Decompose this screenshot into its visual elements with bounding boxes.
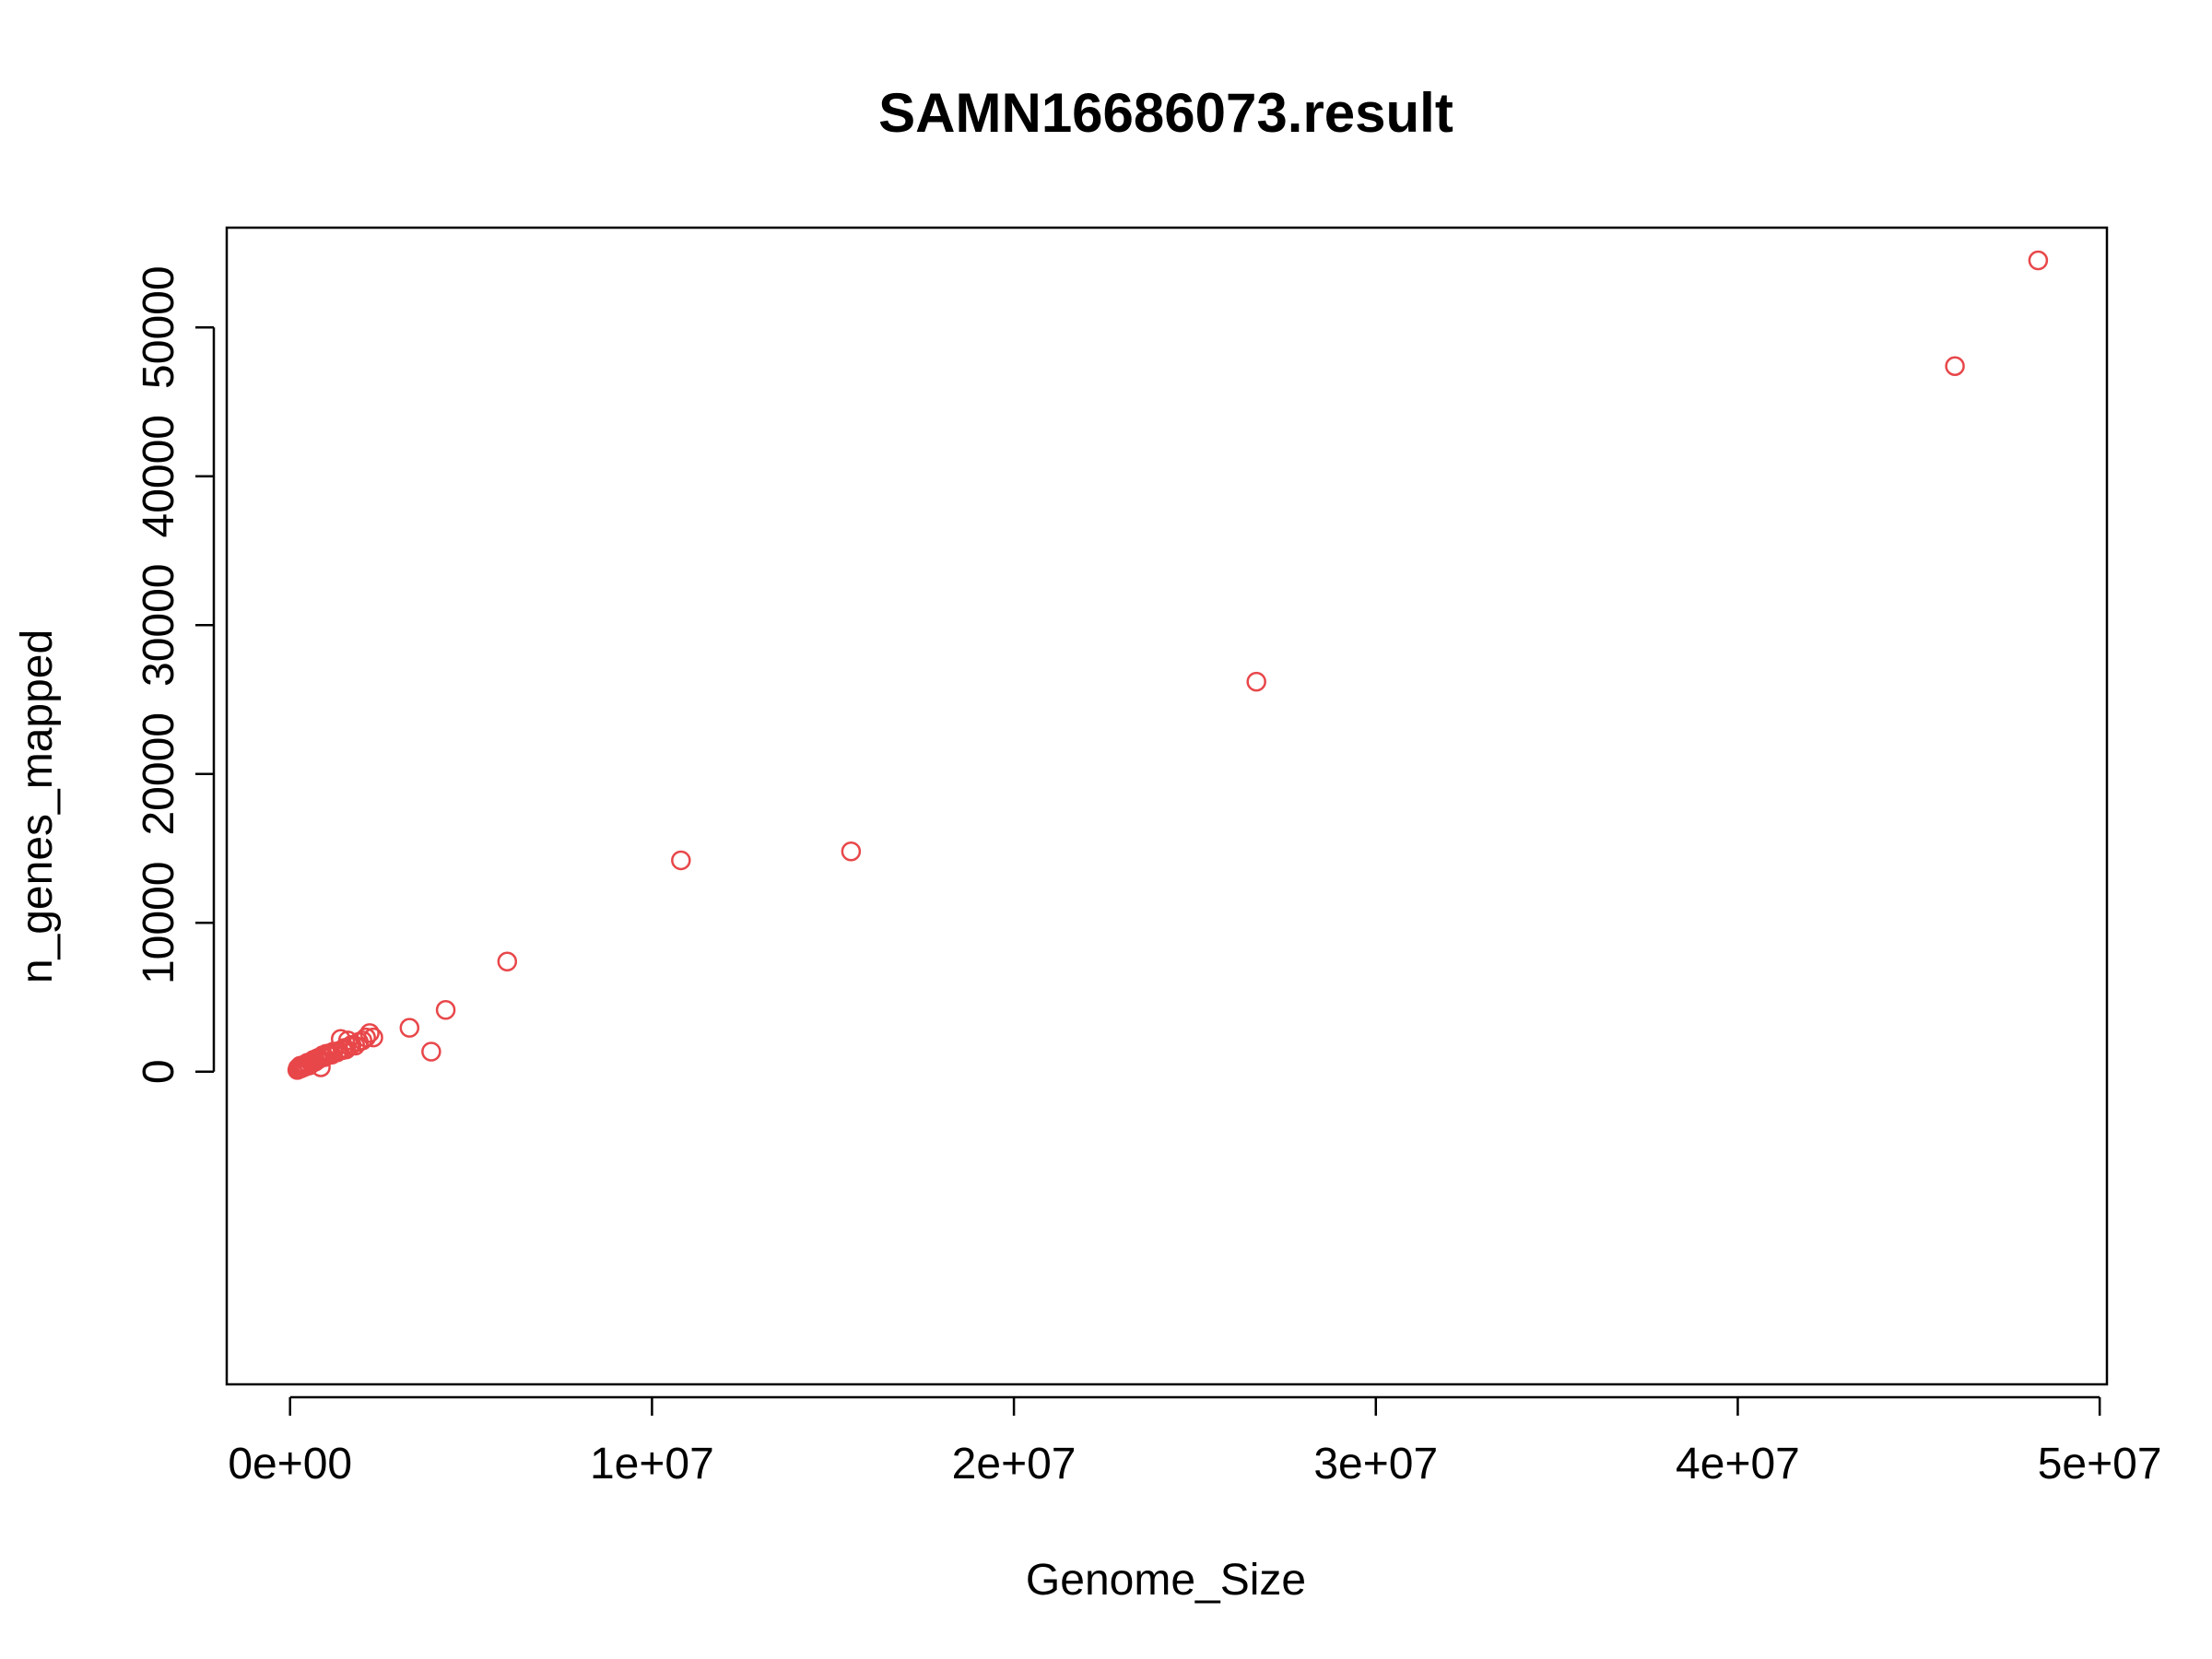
y-axis-label: n_genes_mapped (13, 629, 62, 983)
y-tick-label: 10000 (135, 862, 183, 984)
data-point (1246, 671, 1266, 692)
plot-frame (225, 226, 2109, 1386)
data-point (352, 1030, 373, 1051)
x-tick-label: 4e+07 (1676, 1440, 1800, 1488)
data-points (287, 250, 2049, 1080)
data-point (356, 1027, 376, 1048)
data-point (435, 1000, 456, 1020)
data-point (671, 850, 691, 871)
data-point (497, 951, 518, 972)
y-tick-label: 40000 (135, 415, 183, 537)
chart-title: SAMN16686073.result (878, 82, 1453, 144)
data-point (359, 1023, 380, 1043)
y-tick-label: 0 (135, 1059, 183, 1084)
data-point (363, 1027, 383, 1048)
y-tick-label: 50000 (135, 265, 183, 388)
x-tick-label: 0e+00 (228, 1440, 352, 1488)
x-tick-label: 5e+07 (2038, 1440, 2162, 1488)
x-tick-label: 1e+07 (590, 1440, 714, 1488)
data-point (399, 1018, 420, 1038)
data-point (2028, 250, 2049, 271)
y-tick-label: 20000 (135, 712, 183, 835)
x-tick-label: 2e+07 (952, 1440, 1077, 1488)
x-tick-label: 3e+07 (1313, 1440, 1438, 1488)
data-point (1945, 356, 1965, 376)
y-tick-label: 30000 (135, 564, 183, 687)
y-axis: 0 10000 20000 30000 40000 50000 (135, 265, 216, 1084)
data-point (421, 1041, 441, 1062)
data-point (841, 841, 862, 862)
x-axis-label: Genome_Size (1026, 1556, 1306, 1605)
x-axis: 0e+00 1e+07 2e+07 3e+07 4e+07 5e+07 (228, 1395, 2162, 1488)
